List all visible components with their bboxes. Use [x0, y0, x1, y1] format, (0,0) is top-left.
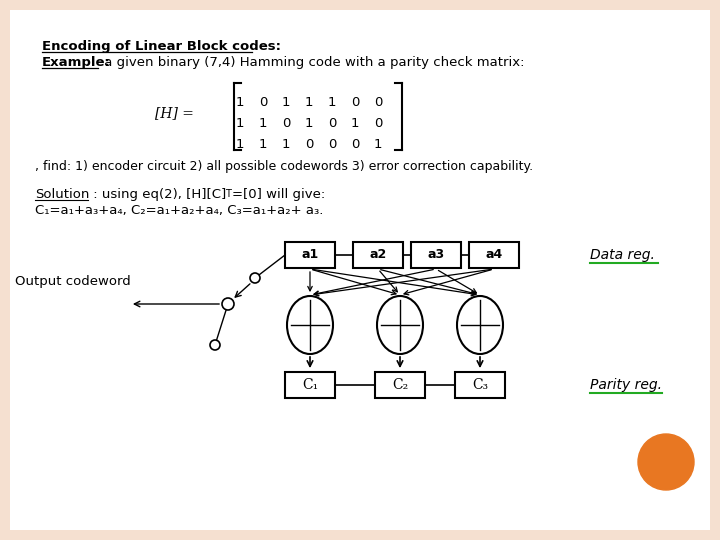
FancyBboxPatch shape [375, 372, 425, 398]
Text: C₂: C₂ [392, 378, 408, 392]
Text: a1: a1 [302, 248, 319, 261]
Text: a2: a2 [369, 248, 387, 261]
Text: 1: 1 [328, 96, 336, 109]
Text: 0: 0 [328, 117, 336, 130]
Circle shape [210, 340, 220, 350]
Text: a given binary (7,4) Hamming code with a parity check matrix:: a given binary (7,4) Hamming code with a… [100, 56, 524, 69]
Text: 1: 1 [258, 117, 267, 130]
Text: Parity reg.: Parity reg. [590, 378, 662, 392]
Text: 1: 1 [351, 117, 359, 130]
FancyBboxPatch shape [285, 372, 335, 398]
FancyBboxPatch shape [411, 242, 461, 268]
Circle shape [250, 273, 260, 283]
FancyBboxPatch shape [10, 10, 710, 530]
Text: Data reg.: Data reg. [590, 248, 655, 262]
Text: 1: 1 [305, 96, 313, 109]
Text: 1: 1 [258, 138, 267, 151]
Text: 0: 0 [282, 117, 290, 130]
Text: C₃: C₃ [472, 378, 488, 392]
FancyBboxPatch shape [455, 372, 505, 398]
Text: Output codeword: Output codeword [15, 275, 131, 288]
Circle shape [222, 298, 234, 310]
Text: 1: 1 [235, 117, 244, 130]
Text: a3: a3 [428, 248, 444, 261]
Circle shape [638, 434, 694, 490]
Text: C₁: C₁ [302, 378, 318, 392]
Text: : using eq(2), [H][C]: : using eq(2), [H][C] [89, 188, 226, 201]
Text: 1: 1 [235, 138, 244, 151]
Text: 0: 0 [258, 96, 267, 109]
Text: 1: 1 [282, 96, 290, 109]
Text: 0: 0 [374, 96, 382, 109]
FancyBboxPatch shape [469, 242, 519, 268]
FancyBboxPatch shape [285, 242, 335, 268]
Text: 1: 1 [305, 117, 313, 130]
Text: 1: 1 [374, 138, 382, 151]
Ellipse shape [457, 296, 503, 354]
Text: 0: 0 [305, 138, 313, 151]
Text: =[0] will give:: =[0] will give: [232, 188, 325, 201]
Text: T: T [225, 189, 231, 199]
Text: 1: 1 [235, 96, 244, 109]
Text: 0: 0 [351, 96, 359, 109]
Text: 0: 0 [328, 138, 336, 151]
Text: Example:: Example: [42, 56, 111, 69]
Ellipse shape [377, 296, 423, 354]
Text: C₁=a₁+a₃+a₄, C₂=a₁+a₂+a₄, C₃=a₁+a₂+ a₃.: C₁=a₁+a₃+a₄, C₂=a₁+a₂+a₄, C₃=a₁+a₂+ a₃. [35, 204, 323, 217]
Text: [H] =: [H] = [155, 106, 194, 120]
FancyBboxPatch shape [353, 242, 403, 268]
Ellipse shape [287, 296, 333, 354]
Text: Encoding of Linear Block codes:: Encoding of Linear Block codes: [42, 40, 281, 53]
Text: 0: 0 [351, 138, 359, 151]
Text: Solution: Solution [35, 188, 89, 201]
Text: 1: 1 [282, 138, 290, 151]
Text: a4: a4 [485, 248, 503, 261]
Text: 0: 0 [374, 117, 382, 130]
Text: , find: 1) encoder circuit 2) all possible codewords 3) error correction capabil: , find: 1) encoder circuit 2) all possib… [35, 160, 533, 173]
